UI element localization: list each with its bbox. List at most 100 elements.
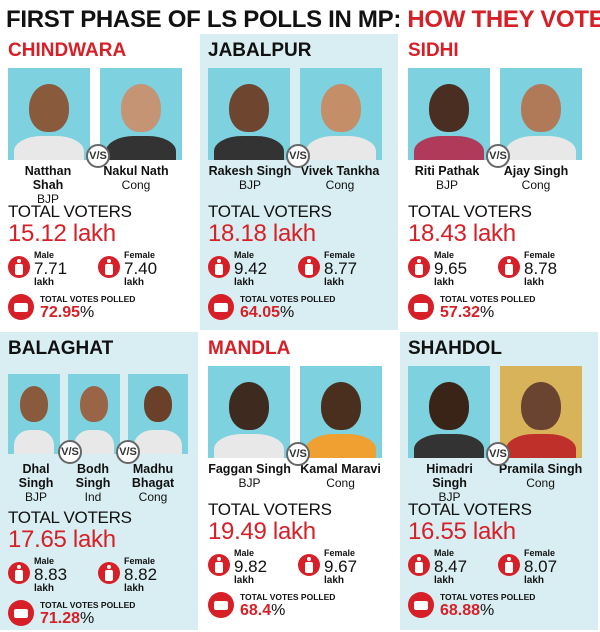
candidate: Dhal Singh BJP bbox=[18, 462, 54, 504]
votes-polled: TOTAL VOTES POLLED 68.4% bbox=[208, 592, 390, 620]
male-icon bbox=[208, 554, 230, 576]
page-title: FIRST PHASE OF LS POLLS IN MP: HOW THEY … bbox=[0, 0, 600, 34]
vs-badge: V/S bbox=[58, 440, 82, 464]
female-icon bbox=[98, 256, 120, 278]
gender-breakdown: Male 9.42 lakh Female 8.77 lakh bbox=[208, 250, 390, 292]
ballot-icon bbox=[208, 294, 234, 320]
candidates: Natthan Shah BJP Nakul Nath Cong bbox=[8, 164, 190, 206]
female-icon bbox=[98, 562, 120, 584]
candidate-photo bbox=[408, 68, 490, 160]
male-icon bbox=[408, 256, 430, 278]
candidate-photo bbox=[300, 366, 382, 458]
panel-shahdol: SHAHDOL V/S Himadri Singh BJP Pramila Sin… bbox=[400, 332, 600, 632]
candidate-photos: V/S bbox=[408, 366, 590, 466]
female-icon bbox=[298, 256, 320, 278]
male-stat: Male 7.71 lakh bbox=[8, 250, 98, 292]
vs-badge: V/S bbox=[286, 144, 310, 168]
candidate: Nakul Nath Cong bbox=[103, 164, 169, 192]
vs-badge: V/S bbox=[286, 442, 310, 466]
polled-value: 68.4 bbox=[240, 602, 272, 619]
candidate-photo bbox=[500, 68, 582, 160]
polled-value: 72.95 bbox=[40, 304, 81, 321]
constituency-name: SHAHDOL bbox=[408, 338, 502, 359]
total-voters-label: TOTAL VOTERS bbox=[408, 500, 532, 519]
male-icon bbox=[208, 256, 230, 278]
male-icon bbox=[408, 554, 430, 576]
female-icon bbox=[498, 554, 520, 576]
constituency-name: MANDLA bbox=[208, 338, 291, 359]
total-voters-value: 18.43 lakh bbox=[408, 220, 516, 247]
female-stat: Female 7.40 lakh bbox=[98, 250, 188, 292]
candidates: Riti Pathak BJP Ajay Singh Cong bbox=[408, 164, 590, 196]
ballot-icon bbox=[8, 600, 34, 626]
candidate: Kamal Maravi Cong bbox=[300, 462, 381, 490]
gender-breakdown: Male 8.47 lakh Female 8.07 lakh bbox=[408, 548, 590, 590]
total-voters-value: 16.55 lakh bbox=[408, 518, 516, 545]
male-icon bbox=[8, 256, 30, 278]
candidate-photos: V/S V/S bbox=[8, 366, 190, 464]
candidate: Himadri Singh BJP bbox=[426, 462, 473, 504]
candidate-photos: V/S bbox=[408, 68, 590, 168]
candidate: Bodh Singh Ind bbox=[75, 462, 111, 504]
votes-polled: TOTAL VOTES POLLED 71.28% bbox=[8, 600, 190, 628]
gender-breakdown: Male 9.82 lakh Female 9.67 lakh bbox=[208, 548, 390, 590]
constituency-name: CHINDWARA bbox=[8, 40, 127, 61]
candidates: Himadri Singh BJP Pramila Singh Cong bbox=[408, 462, 590, 504]
candidate: Ajay Singh Cong bbox=[503, 164, 569, 192]
candidate-photos: V/S bbox=[8, 68, 190, 168]
ballot-icon bbox=[408, 294, 434, 320]
title-part-1: FIRST PHASE OF LS POLLS IN MP: bbox=[6, 6, 408, 33]
female-stat: Female 8.77 lakh bbox=[298, 250, 388, 292]
total-voters-value: 19.49 lakh bbox=[208, 518, 316, 545]
candidates: Faggan Singh BJP Kamal Maravi Cong bbox=[208, 462, 390, 494]
total-voters-value: 17.65 lakh bbox=[8, 526, 116, 553]
gender-breakdown: Male 7.71 lakh Female 7.40 lakh bbox=[8, 250, 190, 292]
total-voters-label: TOTAL VOTERS bbox=[408, 202, 532, 221]
male-stat: Male 9.65 lakh bbox=[408, 250, 498, 292]
female-stat: Female 9.67 lakh bbox=[298, 548, 388, 590]
gender-breakdown: Male 8.83 lakh Female 8.82 lakh bbox=[8, 556, 190, 598]
candidate-photo bbox=[128, 374, 188, 454]
candidate-photos: V/S bbox=[208, 366, 390, 466]
candidate: Madhu Bhagat Cong bbox=[131, 462, 175, 504]
female-icon bbox=[498, 256, 520, 278]
candidates: Dhal Singh BJP Bodh Singh Ind Madhu Bhagat… bbox=[8, 462, 190, 504]
polled-value: 64.05 bbox=[240, 304, 281, 321]
polled-value: 57.32 bbox=[440, 304, 481, 321]
panel-balaghat: BALAGHAT V/S V/S Dhal Singh BJP Bodh Sing… bbox=[0, 332, 200, 632]
candidate-photos: V/S bbox=[208, 68, 390, 168]
candidate-photo bbox=[408, 366, 490, 458]
candidate-photo bbox=[100, 68, 182, 160]
candidate: Faggan Singh BJP bbox=[208, 462, 291, 490]
ballot-icon bbox=[408, 592, 434, 618]
total-voters-label: TOTAL VOTERS bbox=[8, 202, 132, 221]
male-stat: Male 9.82 lakh bbox=[208, 548, 298, 590]
female-icon bbox=[298, 554, 320, 576]
vs-badge: V/S bbox=[116, 440, 140, 464]
panel-jabalpur: JABALPUR V/S Rakesh Singh BJP Vivek Tankh… bbox=[200, 34, 400, 332]
candidate-photo bbox=[8, 68, 90, 160]
total-voters-value: 18.18 lakh bbox=[208, 220, 316, 247]
constituency-name: JABALPUR bbox=[208, 40, 312, 61]
ballot-icon bbox=[8, 294, 34, 320]
candidate-photo bbox=[208, 366, 290, 458]
panel-chindwara: CHINDWARA V/S Natthan Shah BJP Nakul Nath… bbox=[0, 34, 200, 332]
panel-mandla: MANDLA V/S Faggan Singh BJP Kamal Maravi C… bbox=[200, 332, 400, 632]
candidate: Natthan Shah BJP bbox=[24, 164, 72, 206]
title-part-2: HOW THEY VOTED bbox=[407, 6, 600, 33]
candidate-photo bbox=[8, 374, 60, 454]
candidate-photo bbox=[500, 366, 582, 458]
total-voters-label: TOTAL VOTERS bbox=[208, 500, 332, 519]
female-stat: Female 8.07 lakh bbox=[498, 548, 588, 590]
candidate-photo bbox=[208, 68, 290, 160]
gender-breakdown: Male 9.65 lakh Female 8.78 lakh bbox=[408, 250, 590, 292]
votes-polled: TOTAL VOTES POLLED 57.32% bbox=[408, 294, 590, 322]
male-stat: Male 8.47 lakh bbox=[408, 548, 498, 590]
female-stat: Female 8.78 lakh bbox=[498, 250, 588, 292]
candidate: Pramila Singh Cong bbox=[498, 462, 583, 490]
polled-value: 68.88 bbox=[440, 602, 481, 619]
male-icon bbox=[8, 562, 30, 584]
votes-polled: TOTAL VOTES POLLED 72.95% bbox=[8, 294, 190, 322]
polled-value: 71.28 bbox=[40, 610, 81, 627]
total-voters-label: TOTAL VOTERS bbox=[8, 508, 132, 527]
